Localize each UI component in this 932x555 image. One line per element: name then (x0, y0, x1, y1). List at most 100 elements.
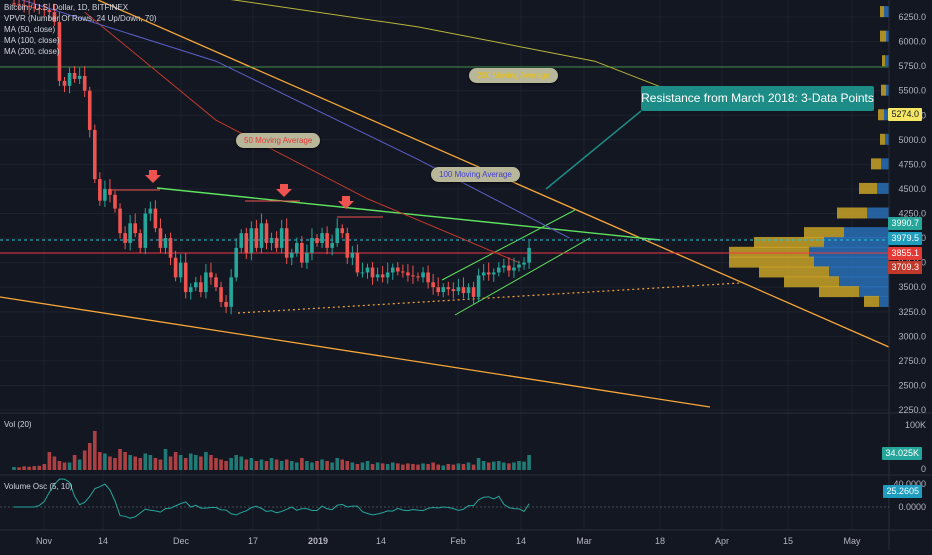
vpvr-bar-down (784, 276, 839, 288)
volume-bar (295, 462, 299, 470)
candle-body (93, 129, 97, 180)
ma200-legend[interactable]: MA (200, close) (4, 47, 60, 56)
vpvr-bar-down (871, 158, 881, 170)
green-resistance-line[interactable] (156, 187, 661, 241)
volume-bar (229, 458, 233, 470)
time-tick-label: 14 (516, 536, 526, 546)
candle-body (42, 9, 47, 11)
candle-body (461, 287, 466, 294)
candle-body (396, 267, 400, 272)
candle-body (512, 267, 516, 271)
candle-body (522, 262, 526, 265)
lower-orange-trendline[interactable] (0, 296, 711, 408)
candle-body (209, 272, 213, 278)
volume-oscillator-line (14, 478, 530, 519)
oscillator-last-tag: 25.2605 (883, 485, 922, 498)
candle-body (279, 228, 284, 248)
volume-bar (300, 458, 304, 470)
volume-bar (355, 464, 360, 470)
volume-bar (17, 467, 21, 470)
volume-bar (72, 455, 77, 470)
candle-body (476, 275, 481, 298)
candle-body (471, 287, 476, 298)
ma100-annotation[interactable]: 100 Moving Average (431, 167, 520, 182)
time-tick-label: 14 (98, 536, 108, 546)
indicator-tick-label: 100K (905, 420, 926, 430)
candle-body (133, 223, 137, 234)
volume-bar (47, 452, 52, 470)
ma100-legend[interactable]: MA (100, close) (4, 36, 60, 45)
volume-profile (729, 6, 889, 307)
volume-bar (153, 458, 158, 470)
volume-legend[interactable]: Vol (20) (4, 420, 32, 429)
ma50-annotation[interactable]: 50 Moving Average (236, 133, 321, 148)
volume-bar (345, 461, 350, 470)
volume-bar (123, 452, 127, 470)
ma200-annotation[interactable]: 200 Moving Average (469, 68, 558, 83)
price-tick-label: 6000.0 (898, 37, 926, 47)
candle-body (426, 272, 430, 283)
volume-bar (461, 464, 466, 470)
volume-bar (375, 462, 380, 470)
vpvr-bar-up (886, 84, 889, 96)
volume-bar (436, 464, 440, 470)
vpvr-bar-up (877, 182, 889, 194)
time-axis[interactable]: Nov 14 Dec 17 2019 14 Feb 14 Mar 18 Apr 15 May (36, 536, 861, 546)
volume-bar (471, 464, 476, 470)
volume-bar (370, 464, 375, 470)
volume-bar (204, 452, 208, 470)
candle-body (17, 4, 21, 6)
vpvr-bar-up (867, 207, 889, 219)
green-channel-bottom[interactable] (454, 237, 591, 316)
time-tick-label: Feb (450, 536, 466, 546)
vpvr-bar-up (839, 276, 889, 288)
indicator-axes: 100K 0 40.0000 0.0000 (893, 420, 926, 512)
candle-body (360, 272, 365, 274)
ma50-legend[interactable]: MA (50, close) (4, 25, 56, 34)
candle-body (365, 267, 370, 273)
volume-bar (507, 463, 511, 470)
symbol-legend[interactable]: Bitcoin / U.S. Dollar, 1D, BITFINEX (4, 3, 129, 12)
candle-body (37, 8, 42, 10)
candle-body (436, 287, 440, 293)
candle-body (355, 252, 360, 273)
candle-body (158, 228, 163, 248)
volume-bar (52, 456, 57, 470)
vpvr-bar-up (859, 286, 889, 298)
time-tick-label: 18 (655, 536, 665, 546)
moving-average-line (20, 0, 570, 239)
volume-bar (239, 456, 244, 470)
candle-body (274, 238, 279, 248)
volume-bar (497, 461, 501, 470)
candle-body (67, 73, 72, 86)
volume-bar (259, 459, 264, 470)
candle-body (315, 238, 319, 243)
candle-body (325, 233, 329, 248)
volume-bar (340, 459, 345, 470)
vpvr-bar-up (884, 109, 889, 121)
volume-bar (269, 458, 274, 470)
volume-bar (163, 449, 168, 470)
volume-bar (178, 455, 183, 470)
trend-lines[interactable] (0, 0, 890, 408)
vpvr-bar-down (880, 30, 886, 42)
candle-body (507, 265, 511, 271)
candle-body (456, 287, 461, 292)
candle-body (300, 242, 304, 263)
green-channel-top[interactable] (441, 209, 576, 281)
price-axis[interactable]: 6250.06000.05750.05500.05250.05000.04750… (898, 12, 926, 415)
resistance-callout[interactable]: Resistance from March 2018: 3-Data Point… (641, 86, 874, 111)
candle-body (123, 233, 127, 243)
volume-bar (451, 464, 456, 470)
candle-body (77, 75, 82, 79)
price-tick-label: 6250.0 (898, 12, 926, 22)
candle-body (385, 272, 390, 278)
vpvr-legend[interactable]: VPVR (Number Of Rows, 24 Up/Down, 70) (4, 14, 157, 23)
price-tag-high: 3990.7 (888, 217, 922, 230)
vpvr-bar-up (809, 246, 889, 258)
candle-body (345, 233, 350, 258)
dotted-support-line[interactable] (237, 282, 741, 314)
oscillator-legend[interactable]: Volume Osc (5, 10) (4, 482, 73, 491)
